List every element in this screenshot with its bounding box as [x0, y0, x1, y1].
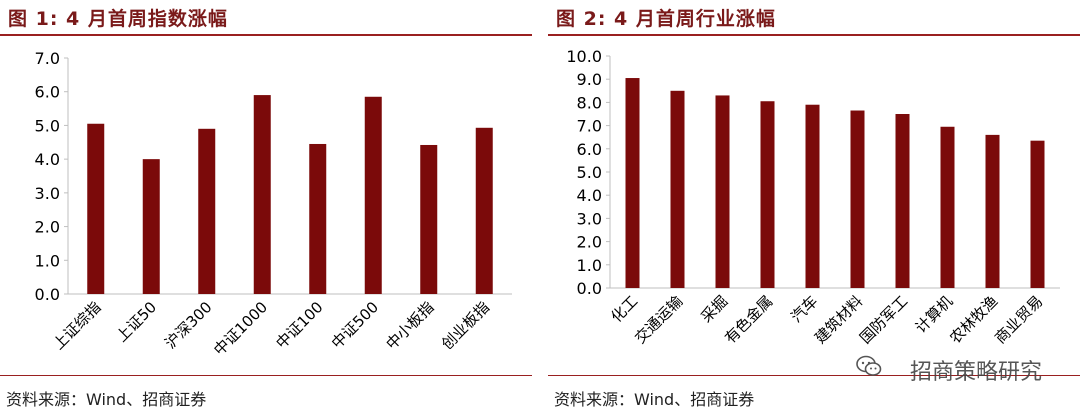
- x-tick-label: 中证100: [272, 298, 326, 352]
- x-tick-label: 商业贸易: [991, 292, 1046, 347]
- bar: [670, 90, 685, 288]
- y-tick-label: 3.0: [35, 184, 60, 203]
- watermark-text: 招商策略研究: [909, 360, 1042, 385]
- x-tick-label: 采掘: [697, 292, 731, 326]
- bar: [87, 123, 105, 294]
- y-tick-label: 6.0: [577, 140, 602, 159]
- figure-1-panel: 图 1: 4 月首周指数涨幅 0.0 1.0 2.0 3.0 4.0 5.0 6.0 7.0 上…: [0, 0, 532, 416]
- x-tick-label: 中小板指: [382, 298, 437, 353]
- figure-1-title: 图 1: 4 月首周指数涨幅: [8, 8, 228, 30]
- x-tick-label: 建筑材料: [811, 292, 866, 347]
- y-tick-label: 5.0: [35, 116, 60, 135]
- bar: [760, 101, 775, 289]
- figure-2-title: 图 2: 4 月首周行业涨幅: [556, 8, 776, 30]
- y-tick-label: 3.0: [577, 209, 602, 228]
- y-tick-label: 2.0: [577, 233, 602, 252]
- figure-2-chart: 0.0 1.0 2.0 3.0 4.0 5.0 6.0 7.0 8.0 9.0 10.0 化工交通运输…: [566, 47, 1060, 347]
- y-tick-label: 2.0: [35, 218, 60, 237]
- y-tick-label: 4.0: [35, 150, 60, 169]
- y-tick-label: 0.0: [35, 285, 60, 304]
- bar: [142, 159, 160, 294]
- wechat-icon: [856, 355, 882, 376]
- y-tick-label: 4.0: [577, 186, 602, 205]
- x-tick-label: 化工: [607, 292, 641, 326]
- x-tick-label: 交通运输: [631, 292, 686, 347]
- figure-1-bottom-rule: [0, 375, 532, 376]
- y-tick-label: 7.0: [577, 117, 602, 136]
- figure-1-top-rule: [0, 34, 532, 36]
- bar: [850, 110, 865, 289]
- x-tick-label: 创业板指: [438, 298, 493, 353]
- x-tick-label: 上证50: [113, 298, 160, 345]
- figure-2-bottom-rule: [548, 375, 1080, 376]
- bar: [715, 95, 730, 288]
- x-tick-label: 上证综指: [49, 298, 104, 353]
- figure-2-top-rule: [548, 34, 1080, 36]
- y-tick-label: 1.0: [577, 256, 602, 275]
- x-tick-label: 有色金属: [721, 292, 776, 347]
- y-tick-label: 0.0: [577, 279, 602, 298]
- bar: [253, 95, 271, 294]
- figure-2-panel: 图 2: 4 月首周行业涨幅 0.0 1.0 2.0 3.0 4.0 5.0 6.0 7.0 8…: [548, 0, 1080, 416]
- x-tick-label: 汽车: [787, 292, 821, 326]
- x-tick-label: 中证1000: [210, 298, 271, 359]
- bar: [625, 78, 640, 288]
- y-tick-label: 5.0: [577, 163, 602, 182]
- figure-2-source: 资料来源：Wind、招商证券: [554, 390, 755, 409]
- bar: [198, 128, 216, 294]
- bar: [895, 114, 910, 288]
- x-tick-label: 农林牧渔: [946, 292, 1001, 347]
- bar: [475, 127, 493, 294]
- figure-1-source: 资料来源：Wind、招商证券: [6, 390, 207, 409]
- x-tick-label: 沪深300: [161, 298, 215, 352]
- y-tick-label: 8.0: [577, 93, 602, 112]
- x-tick-label: 中证500: [328, 298, 382, 352]
- y-tick-label: 9.0: [577, 70, 602, 89]
- bar: [985, 134, 1000, 288]
- bar: [940, 126, 955, 288]
- y-tick-label: 10.0: [566, 47, 602, 66]
- bar: [420, 144, 438, 294]
- bar: [1030, 140, 1045, 288]
- x-tick-label: 国防军工: [856, 292, 911, 347]
- y-tick-label: 7.0: [35, 49, 60, 68]
- bar: [805, 104, 820, 288]
- y-tick-label: 1.0: [35, 251, 60, 270]
- bar: [364, 96, 382, 294]
- bar: [309, 143, 327, 294]
- y-tick-label: 6.0: [35, 83, 60, 102]
